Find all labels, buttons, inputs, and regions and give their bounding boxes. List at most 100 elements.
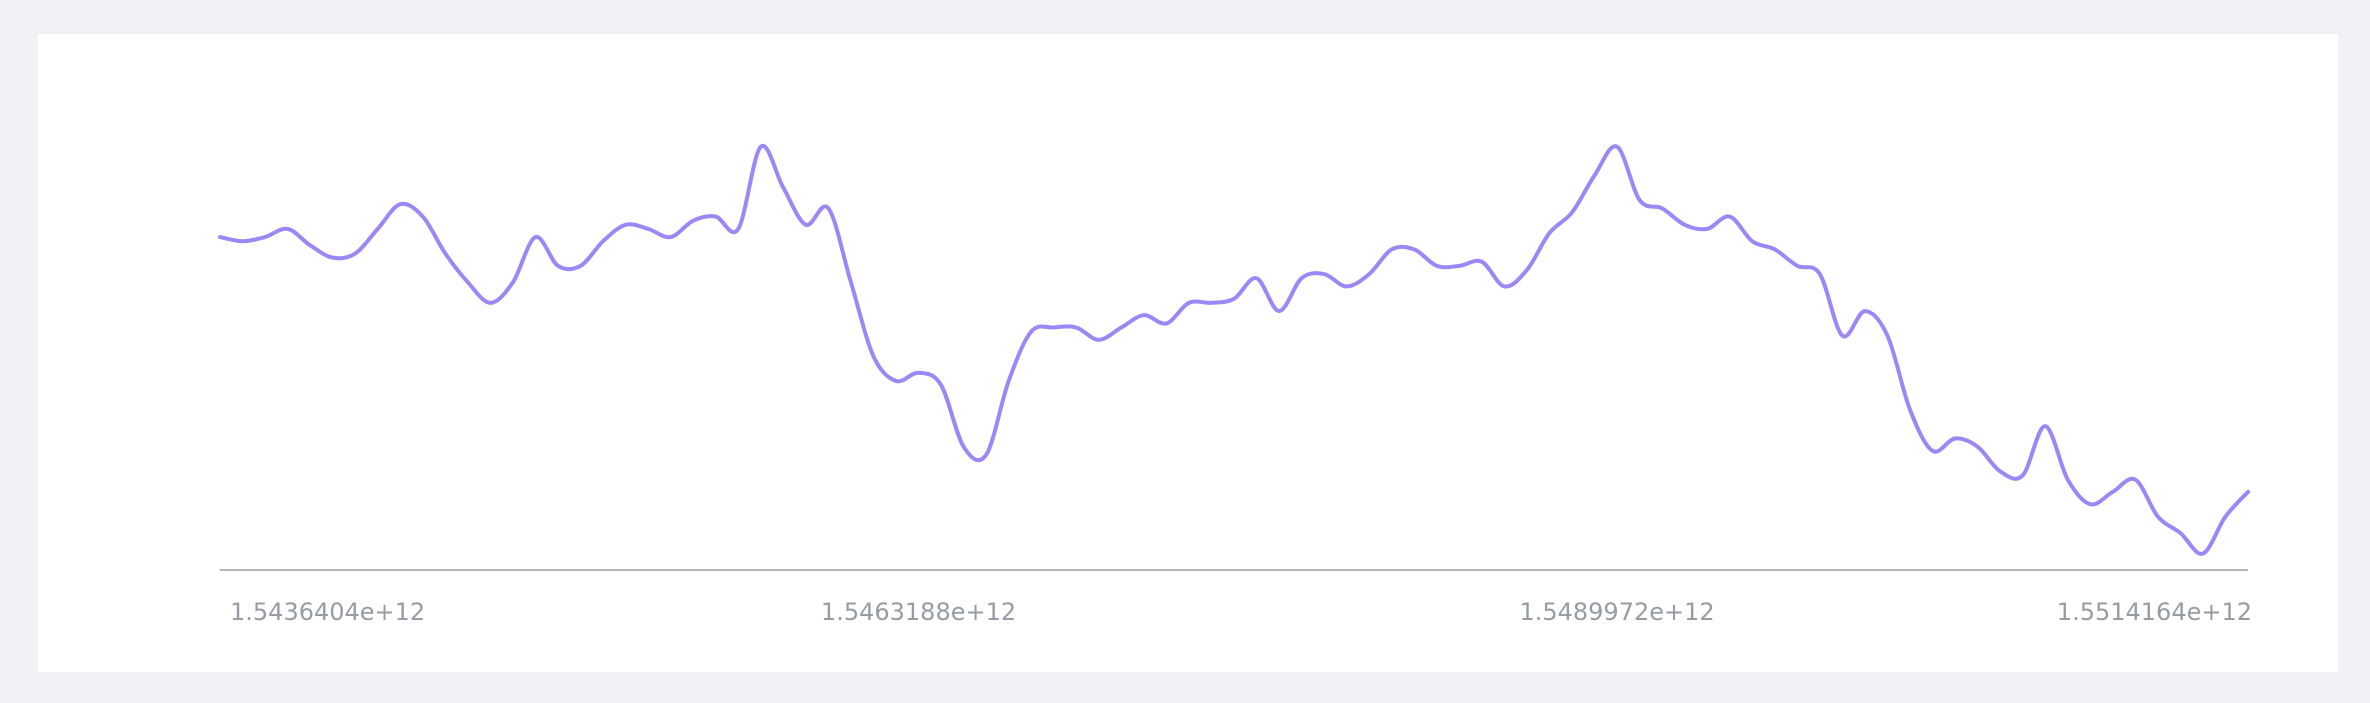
data-point-15 — [555, 263, 561, 269]
data-point-67 — [1727, 214, 1733, 220]
x-tick-label: 1.5463188e+12 — [821, 598, 1016, 626]
data-point-45 — [1231, 296, 1237, 302]
x-axis-ticks: 1.5436404e+12 1.5463188e+12 1.5489972e+12 1… — [230, 598, 2252, 626]
data-point-73 — [1862, 308, 1868, 314]
data-point-76 — [1930, 448, 1936, 454]
data-point-28 — [848, 279, 854, 285]
data-points — [217, 144, 2251, 557]
data-point-22 — [713, 214, 719, 220]
data-point-47 — [1276, 308, 1282, 314]
data-point-79 — [1997, 468, 2003, 474]
data-point-89 — [2222, 514, 2228, 520]
data-point-78 — [1975, 444, 1981, 450]
data-point-53 — [1411, 246, 1417, 252]
data-point-83 — [2087, 501, 2093, 507]
data-point-75 — [1907, 407, 1913, 413]
data-point-50 — [1344, 283, 1350, 289]
x-tick-label: 1.5514164e+12 — [2057, 598, 2252, 626]
data-point-40 — [1118, 325, 1124, 331]
data-point-27 — [825, 205, 831, 211]
data-point-69 — [1772, 246, 1778, 252]
data-point-62 — [1614, 144, 1620, 150]
data-point-29 — [870, 353, 876, 359]
data-point-54 — [1434, 263, 1440, 269]
data-point-52 — [1389, 246, 1395, 252]
data-point-25 — [780, 185, 786, 191]
data-point-61 — [1592, 172, 1598, 178]
data-point-16 — [578, 263, 584, 269]
data-point-20 — [668, 234, 674, 240]
data-point-48 — [1299, 275, 1305, 281]
data-point-49 — [1321, 271, 1327, 277]
data-point-24 — [758, 144, 764, 150]
data-point-70 — [1794, 263, 1800, 269]
data-point-68 — [1749, 238, 1755, 244]
data-point-9 — [420, 214, 426, 220]
data-point-56 — [1479, 259, 1485, 265]
data-point-6 — [352, 251, 358, 257]
data-point-39 — [1096, 337, 1102, 343]
data-point-85 — [2132, 477, 2138, 483]
data-point-26 — [803, 222, 809, 228]
data-point-37 — [1051, 325, 1057, 331]
data-point-23 — [735, 226, 741, 232]
data-point-7 — [375, 226, 381, 232]
data-point-55 — [1456, 263, 1462, 269]
line-chart: 1.5436404e+12 1.5463188e+12 1.5489972e+12 1… — [217, 143, 2252, 626]
data-point-71 — [1817, 271, 1823, 277]
data-point-58 — [1524, 267, 1530, 273]
data-point-1 — [240, 238, 246, 244]
data-point-82 — [2065, 477, 2071, 483]
data-point-74 — [1884, 333, 1890, 339]
data-point-10 — [442, 251, 448, 257]
data-point-21 — [690, 218, 696, 224]
data-point-80 — [2020, 472, 2026, 478]
data-point-2 — [262, 234, 268, 240]
data-point-4 — [307, 242, 313, 248]
x-tick-label: 1.5489972e+12 — [1519, 598, 1714, 626]
data-point-13 — [510, 279, 516, 285]
data-point-88 — [2200, 551, 2206, 557]
data-point-51 — [1366, 271, 1372, 277]
data-point-63 — [1637, 197, 1643, 203]
data-point-5 — [330, 255, 336, 261]
data-point-36 — [1028, 329, 1034, 335]
data-point-43 — [1186, 300, 1192, 306]
data-point-60 — [1569, 209, 1575, 215]
data-point-77 — [1952, 435, 1958, 441]
data-point-87 — [2177, 530, 2183, 536]
data-point-30 — [893, 378, 899, 384]
data-point-57 — [1501, 283, 1507, 289]
data-point-8 — [397, 201, 403, 207]
data-point-17 — [600, 238, 606, 244]
data-point-3 — [285, 226, 291, 232]
data-point-59 — [1546, 230, 1552, 236]
data-point-11 — [465, 279, 471, 285]
data-point-46 — [1254, 275, 1260, 281]
data-point-90 — [2245, 489, 2251, 495]
data-point-18 — [623, 222, 629, 228]
series-line — [218, 143, 2250, 556]
data-point-42 — [1163, 320, 1169, 326]
data-point-19 — [645, 226, 651, 232]
data-point-66 — [1704, 226, 1710, 232]
chart-card: 1.5436404e+12 1.5463188e+12 1.5489972e+12 1… — [38, 34, 2338, 672]
data-point-0 — [217, 234, 223, 240]
data-point-81 — [2042, 423, 2048, 429]
data-point-84 — [2110, 489, 2116, 495]
data-point-41 — [1141, 312, 1147, 318]
data-point-38 — [1073, 325, 1079, 331]
data-point-33 — [961, 444, 967, 450]
data-point-65 — [1682, 222, 1688, 228]
data-point-34 — [983, 452, 989, 458]
x-tick-label: 1.5436404e+12 — [230, 598, 425, 626]
data-point-86 — [2155, 514, 2161, 520]
data-point-72 — [1839, 333, 1845, 339]
data-point-44 — [1208, 300, 1214, 306]
data-point-12 — [487, 300, 493, 306]
data-point-31 — [916, 370, 922, 376]
data-point-32 — [938, 382, 944, 388]
data-point-64 — [1659, 205, 1665, 211]
data-point-35 — [1006, 378, 1012, 384]
data-point-14 — [532, 234, 538, 240]
